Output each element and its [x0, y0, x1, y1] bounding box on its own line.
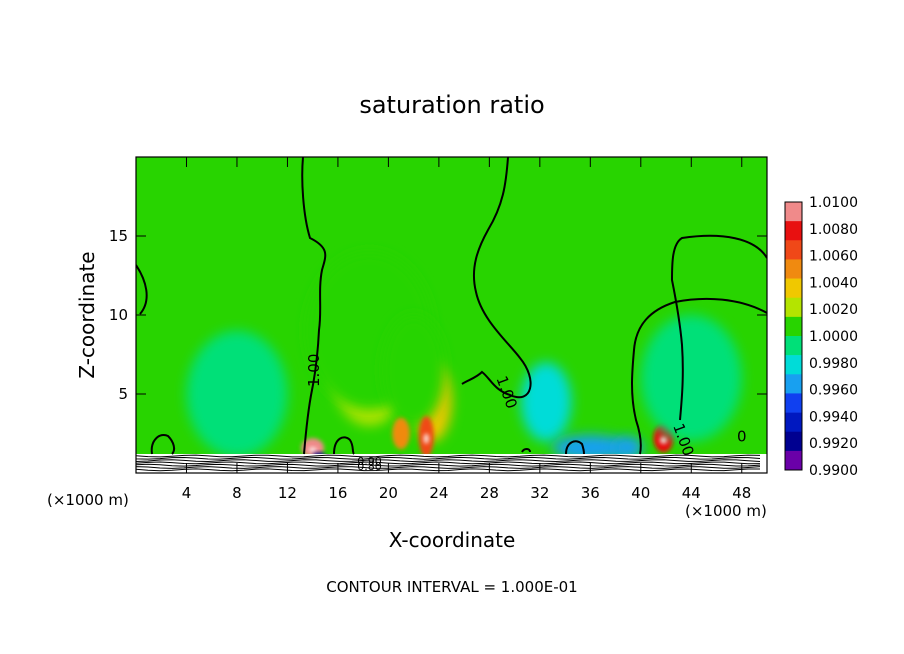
y-axis-label: Z-coordinate [75, 251, 99, 378]
field-anomaly [392, 417, 410, 450]
field-anomalies [186, 251, 742, 461]
contour-line [521, 448, 531, 453]
contour-line [333, 436, 355, 455]
surface-band [136, 454, 767, 473]
surface-contour-lines [136, 454, 761, 472]
colorbar-bin [785, 316, 802, 337]
surface-contour-line [136, 456, 761, 460]
contour-line [461, 157, 532, 399]
x-tick-label: 12 [278, 484, 297, 502]
contour-line [150, 434, 176, 455]
colorbar-bin [785, 278, 802, 299]
colorbar-bin [785, 450, 802, 471]
colorbar-label: 1.0100 [809, 195, 858, 211]
colorbar-bin [785, 336, 802, 356]
contour-label: 1.00 [305, 354, 323, 387]
colorbar-label: 1.0060 [809, 249, 858, 265]
surface-contour-line [136, 454, 761, 458]
x-axis-ticks: 4 8 12 16 20 24 28 32 36 40 44 48 [182, 157, 751, 502]
contour-labels: 1.001.001.00 00.900.80 [305, 354, 747, 473]
contour-label: 0 [737, 427, 747, 445]
colorbar-label: 0.9900 [809, 463, 858, 479]
x-tick-label: 16 [328, 484, 347, 502]
x-tick-label: 24 [429, 484, 448, 502]
contour-label: 0.90 [357, 455, 382, 468]
surface-contour-line [136, 461, 761, 465]
colorbar-bin [785, 355, 802, 375]
x-tick-label: 44 [682, 484, 701, 502]
colorbar-label: 1.0020 [809, 302, 858, 318]
colorbar-label: 1.0080 [809, 222, 858, 238]
colorbar-label: 0.9960 [809, 383, 858, 399]
colorbar-label: 0.9940 [809, 409, 858, 425]
surface-contour-line [136, 468, 761, 472]
contour-label: 0.80 [357, 460, 382, 473]
colorbar-bin [785, 374, 802, 394]
colorbar-bin [785, 202, 802, 222]
field-anomaly-core [308, 447, 317, 453]
contour-interval-footer: CONTOUR INTERVAL = 1.000E-01 [326, 578, 577, 596]
x-unit-label-right: (×1000 m) [685, 502, 767, 520]
x-tick-label: 4 [182, 484, 192, 502]
plot-area: 1.001.001.00 00.900.80 [136, 157, 767, 473]
colorbar-bin [785, 412, 802, 433]
x-tick-label: 40 [631, 484, 650, 502]
colorbar-frame [784, 201, 803, 471]
field-anomaly [382, 315, 446, 426]
surface-contour-line [136, 466, 761, 469]
field-anomaly [640, 315, 742, 442]
field-anomaly-core [423, 433, 429, 444]
contour-line [631, 297, 767, 455]
contour-line [670, 234, 767, 421]
colorbar-bin [785, 221, 802, 241]
x-tick-label: 8 [232, 484, 242, 502]
x-tick-label: 48 [732, 484, 751, 502]
field-anomaly [613, 436, 644, 459]
colorbar-bin [785, 393, 802, 413]
colorbar-label: 1.0000 [809, 329, 858, 345]
surface-contour-line [136, 459, 761, 463]
x-tick-label: 36 [581, 484, 600, 502]
colorbar-bin [785, 259, 802, 279]
colorbar-label: 1.0040 [809, 275, 858, 291]
contour-lines [136, 157, 767, 455]
colorbar-bin [785, 297, 802, 318]
contour-line [565, 440, 585, 455]
x-unit-label: (×1000 m) [47, 491, 129, 509]
x-tick-label: 32 [530, 484, 549, 502]
chart-title: saturation ratio [359, 91, 544, 119]
surface-contour-line [136, 463, 761, 467]
y-tick-label: 5 [118, 385, 128, 403]
contour-line [136, 264, 148, 315]
colorbar-bin [785, 431, 802, 452]
y-tick-label: 15 [109, 227, 128, 245]
field-anomaly [186, 330, 288, 458]
y-axis-ticks: 5 10 15 [109, 227, 767, 403]
colorbar-bin [785, 240, 802, 260]
contour-line [301, 157, 327, 455]
colorbar: 1.0100 1.0080 1.0060 1.0040 1.0020 1.0000 0.99… [784, 195, 858, 479]
y-tick-label: 10 [109, 306, 128, 324]
field-anomaly-core [659, 436, 668, 444]
colorbar-label: 0.9980 [809, 356, 858, 372]
x-tick-label: 28 [480, 484, 499, 502]
field-anomaly [520, 362, 572, 442]
colorbar-label: 0.9920 [809, 436, 858, 452]
x-tick-label: 20 [379, 484, 398, 502]
x-axis-label: X-coordinate [389, 528, 516, 552]
